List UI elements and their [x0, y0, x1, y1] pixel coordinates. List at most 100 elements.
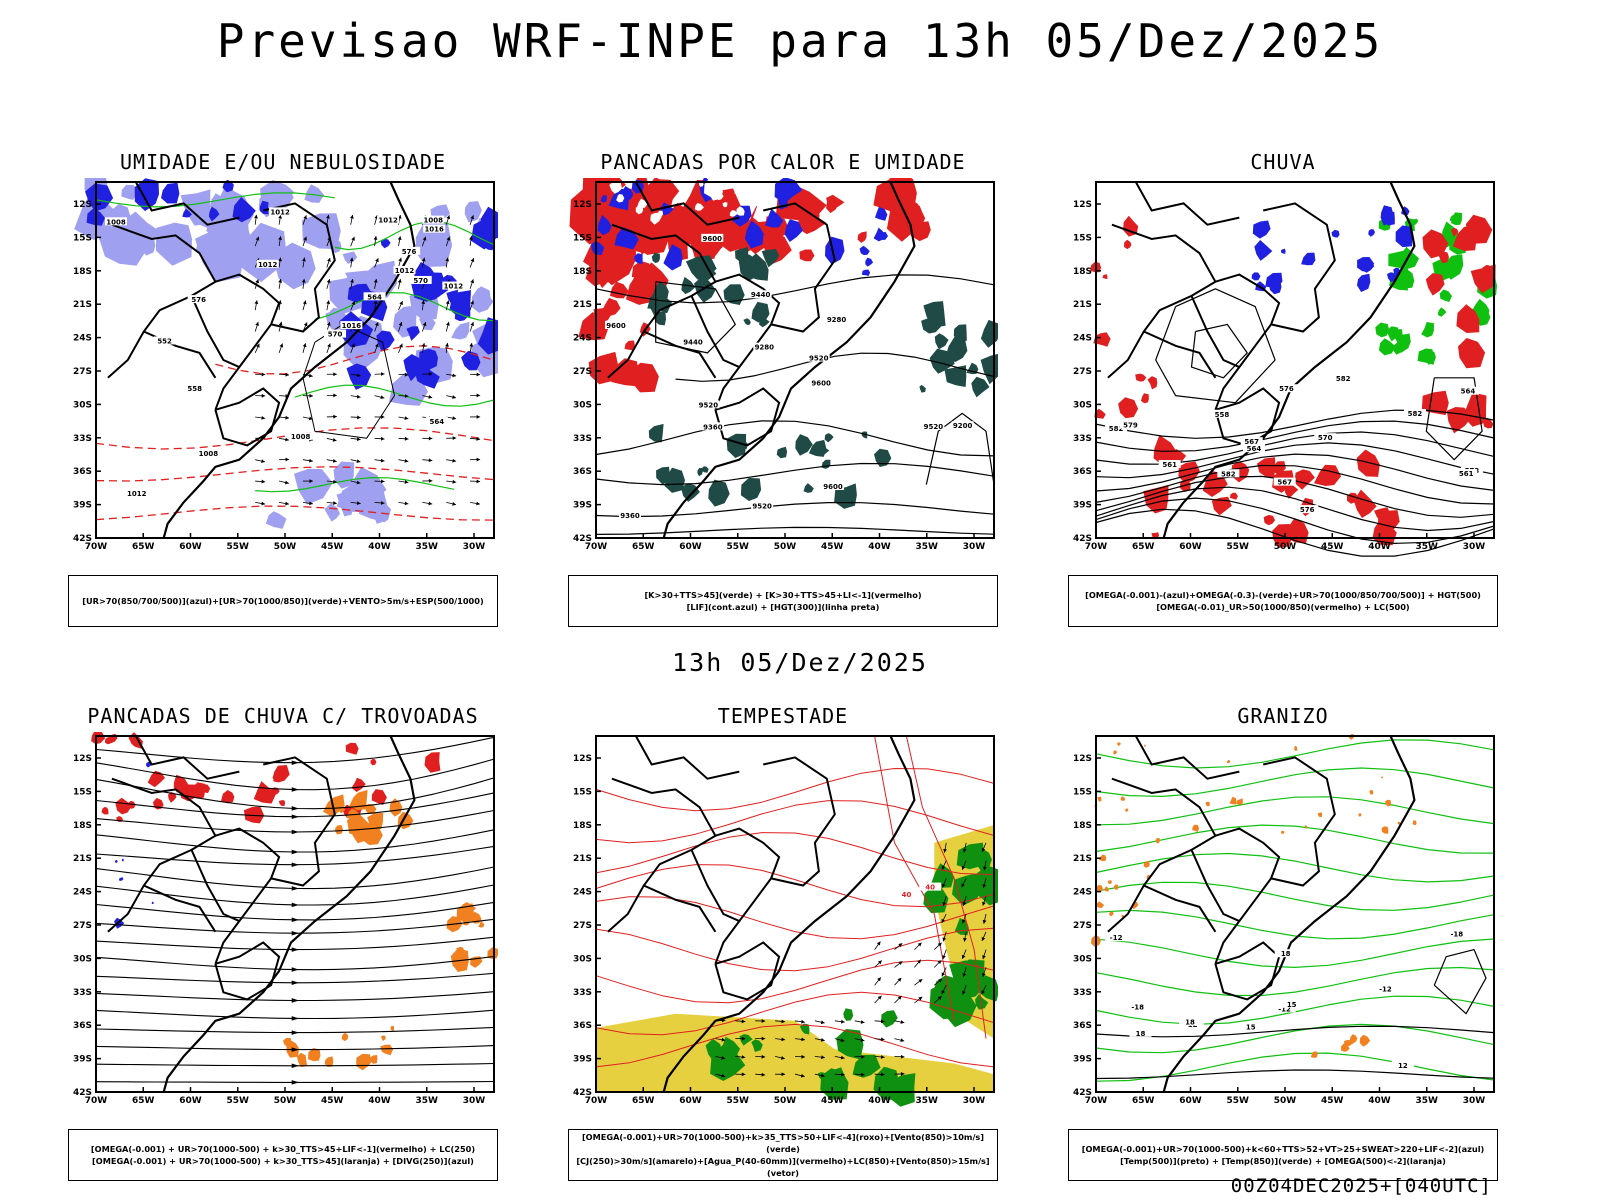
streamline-arrow [291, 902, 299, 908]
legend-line: [CJ(250)>30m/s](amarelo)+[Agua_P(40-60mm… [576, 1156, 990, 1178]
omega-orange-area [1381, 776, 1383, 779]
wind-vector-head [332, 458, 337, 463]
wind-vector-head [900, 1020, 905, 1024]
lon-tick-label: 35W [416, 542, 439, 552]
streamline-red [595, 864, 995, 908]
wind-vector-head [356, 501, 361, 506]
divergence-blue-area [114, 860, 118, 863]
panel-title: PANCADAS DE CHUVA C/ TROVOADAS [87, 704, 479, 728]
wind-vector-head [285, 501, 289, 506]
contour-label-bg [1129, 1028, 1152, 1037]
wind-vector-head [452, 395, 456, 399]
country-border [634, 181, 740, 226]
contour-label: 558 [187, 385, 202, 393]
wind-vector-head [333, 479, 337, 484]
rain-green-area [1394, 333, 1411, 353]
clear-area [616, 194, 625, 203]
storm-orange-area [390, 1025, 395, 1031]
rain-blue-area [1269, 281, 1282, 295]
streamline-red [595, 800, 995, 844]
clear-area [637, 198, 648, 208]
instability-red-area [631, 362, 659, 393]
heat-green-area [659, 473, 669, 485]
storm-red-area [272, 765, 290, 783]
omega-orange-area [1107, 880, 1112, 884]
wind-vector-head [428, 478, 433, 483]
contour-label: 1008 [291, 433, 311, 441]
humidity-blue-area [380, 238, 391, 249]
country-border [1107, 777, 1217, 933]
wind-vector-head [261, 393, 266, 398]
contour-label-bg [749, 290, 772, 299]
legend-line: [OMEGA(-0.001) + UR>70(1000-500) + k>30_… [90, 1144, 476, 1154]
humidity-blue-area [477, 317, 498, 355]
lat-tick-label: 33S [73, 988, 92, 998]
heat-green-area [934, 333, 949, 350]
panel-granizo: GRANIZO 12S 15S 18S 21S 24S 27S 30S 33S 36S 39S 42… [1068, 704, 1498, 1184]
contour-label: 1008 [106, 218, 126, 226]
heat-green-area [874, 448, 892, 467]
lon-tick-label: 50W [274, 542, 297, 552]
omega-orange-area [1317, 812, 1322, 818]
thickness-red-contour [95, 505, 495, 521]
rain-red-area [1356, 449, 1380, 477]
contour-label: 9600 [823, 483, 843, 491]
country-border [762, 756, 836, 887]
country-border [1214, 387, 1281, 447]
lon-tick-label: 55W [727, 542, 750, 552]
rain-red-area [1438, 251, 1449, 264]
contour-label-bg [398, 246, 421, 255]
lon-tick-label: 50W [1274, 1096, 1297, 1106]
wind-vector-head [356, 437, 361, 442]
rain-red-area [1450, 227, 1459, 237]
divergence-blue-area [121, 858, 124, 862]
wind-vector-head [900, 1054, 905, 1059]
contour-label-bg [1332, 374, 1355, 383]
contour-label-bg [1391, 1060, 1414, 1069]
wind-vector-head [278, 321, 283, 326]
streamline-arrow [291, 967, 299, 972]
instability-red-area [585, 253, 611, 287]
wind-vector-head [982, 866, 987, 871]
humidity-green-contour [294, 384, 495, 407]
wind-vector-head [780, 1056, 785, 1060]
rain-red-area [1135, 373, 1147, 382]
wind-vector-head [397, 236, 402, 241]
contour-label: 9440 [683, 338, 703, 346]
contour-label-bg [187, 295, 210, 304]
lon-tick-label: 55W [1227, 1096, 1250, 1106]
wind-green-area [843, 1008, 854, 1021]
heat-green-area [696, 265, 717, 285]
contour-label: 9520 [699, 401, 719, 409]
country-border [134, 735, 240, 780]
contour-label-bg [751, 501, 774, 510]
humidity-blue-area [403, 354, 423, 382]
contour-label: 1016 [424, 226, 444, 234]
streamline [95, 955, 495, 971]
wind-vector-head [918, 996, 923, 1001]
storm-red-area [91, 732, 106, 745]
height-contour [1095, 464, 1495, 505]
lat-tick-label: 39S [573, 1055, 592, 1065]
lifted-index-blue-area [865, 257, 874, 267]
omega-orange-area [1192, 824, 1200, 832]
contour-label-bg [807, 353, 830, 362]
rain-blue-area [1331, 229, 1340, 238]
wind-vector-head [254, 300, 259, 305]
wind-vector-head [261, 501, 266, 506]
streamline-red [595, 1023, 995, 1068]
country-border [607, 223, 717, 379]
wind-vector-head [470, 258, 475, 263]
lat-tick-label: 21S [73, 854, 92, 864]
contour-label: 9600 [703, 235, 723, 243]
lat-tick-label: 33S [73, 434, 92, 444]
wind-vector-head [254, 214, 258, 219]
lat-tick-label: 30S [573, 954, 592, 964]
lat-tick-label: 12S [573, 754, 592, 764]
storm-red-area [370, 758, 377, 766]
streamline-arrow [291, 829, 299, 835]
storm-red-area [220, 790, 235, 804]
storm-red-area [345, 742, 359, 755]
divergence-blue-area [151, 901, 154, 905]
lat-tick-label: 30S [1073, 954, 1092, 964]
